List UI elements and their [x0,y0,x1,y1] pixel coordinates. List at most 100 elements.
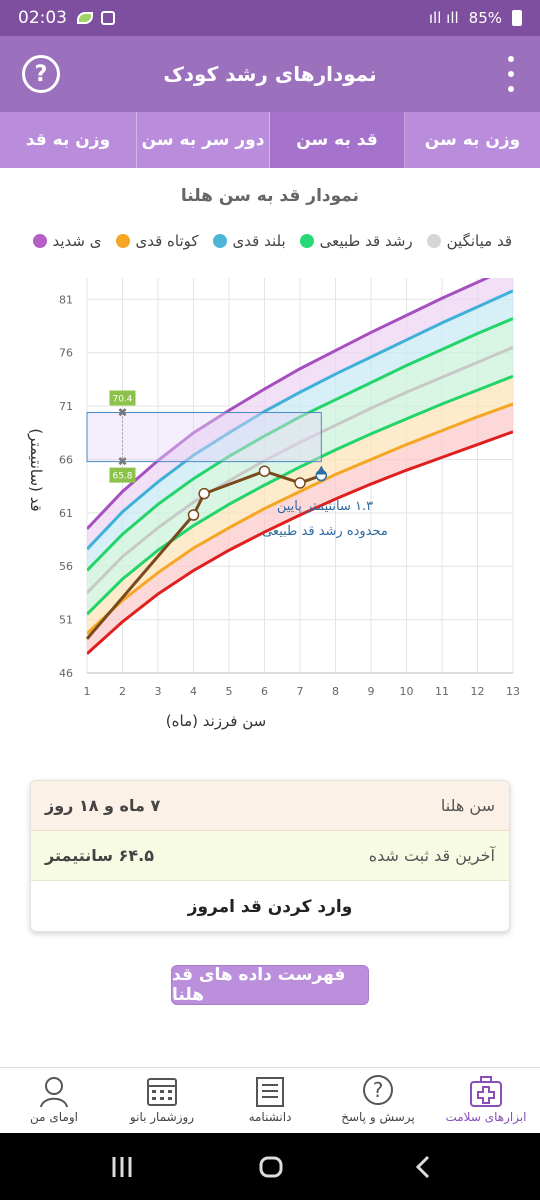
legend-item[interactable]: ی شدید [32,232,102,250]
status-time: 02:03 [18,8,67,28]
range-value-badge [109,390,136,406]
app-bar: ? نمودارهای رشد کودک [0,36,540,112]
svg-text:?: ? [373,1078,384,1102]
percentile-curve [87,402,513,635]
y-tick-label: 81 [59,293,73,306]
legend-item[interactable]: رشد قد طبیعی [299,232,413,250]
image-notification-icon [101,11,115,25]
back-icon[interactable] [412,1153,436,1181]
range-cross-mark: ✖ [117,406,127,420]
encyclopedia-icon [256,1077,284,1107]
tab-weight-for-height[interactable]: وزن به قد [0,112,137,168]
signal-icon: ıll ıll [428,9,459,27]
percentile-curve [87,430,513,655]
x-tick-label: 10 [400,685,414,698]
percentile-band [87,318,513,593]
y-tick-label: 76 [59,347,73,360]
nav-item-my-profile[interactable]: اومای من [0,1068,108,1133]
legend-dot [426,234,441,248]
calendar-icon [147,1078,177,1106]
normal-range-highlight [86,412,322,463]
age-value: ۷ ماه و ۱۸ روز [45,796,161,815]
x-tick-label: 6 [261,685,268,698]
y-tick-label: 66 [59,453,73,466]
x-tick-label: 3 [155,685,162,698]
last-height-value: ۶۴.۵ سانتیمتر [45,846,154,865]
chart-tabs: وزن به قد دور سر به سن قد به سن وزن به س… [0,112,540,168]
annotation-line-2: محدوده رشد قد طبیعی [262,524,388,539]
percentile-band [87,278,513,550]
nav-item-health-tools[interactable]: ابزارهای سلامت [432,1068,540,1133]
x-axis-label: سن فرزند (ماه) [166,712,266,730]
tab-weight-for-age[interactable]: وزن به سن [424,130,521,150]
percentile-curve [87,289,513,551]
x-tick-label: 2 [119,685,126,698]
info-card: سن هلنا ۷ ماه و ۱۸ روز آخرین قد ثبت شده … [30,780,510,932]
legend-label: قد میانگین [446,232,512,250]
chart-title: نمودار قد به سن هلنا [180,186,360,206]
medical-kit-icon [470,1076,502,1107]
range-value-badge [109,467,136,483]
y-tick-label: 51 [59,614,73,627]
tab-head-for-age[interactable]: دور سر به سن [137,112,270,168]
last-height-label: آخرین قد ثبت شده [368,846,495,865]
recent-apps-icon[interactable] [110,1153,134,1181]
legend-item[interactable]: قد میانگین [426,232,512,250]
age-label: سن هلنا [440,796,495,815]
person-icon [40,1077,68,1108]
nav-item-encyclopedia[interactable]: دانشنامه [216,1068,324,1133]
percentile-curve [87,278,491,530]
y-tick-label: 46 [59,667,73,680]
child-height-point [198,487,210,500]
age-row: سن هلنا ۷ ماه و ۱۸ روز [31,781,509,831]
legend-dot [32,234,47,248]
y-tick-label: 56 [59,560,73,573]
legend-item[interactable]: کوتاه قدی [115,232,199,250]
range-value-label: 70.4 [112,395,132,405]
percentile-curve [87,346,513,594]
range-cross-mark: ✖ [117,455,127,469]
current-position-marker [316,465,327,475]
percentile-band [87,347,513,615]
annotation-line-1: ۱.۳ سانتیمتر پایین [277,499,373,514]
legend-dot [115,234,130,248]
more-menu-icon[interactable] [506,56,516,92]
legend-dot [212,234,227,248]
bottom-nav: اومای من روزشمار بانو دانشنامه ? پرسش و … [0,1067,540,1133]
x-tick-label: 4 [190,685,197,698]
battery-icon [512,10,522,26]
system-nav-bar [0,1133,540,1200]
battery-text: 85% [468,9,502,27]
home-icon[interactable] [258,1153,286,1181]
x-tick-label: 11 [435,685,449,698]
legend-item[interactable]: بلند قدی [212,232,286,250]
tab-height-for-age[interactable]: قد به سن [270,112,405,168]
chart-legend: قد میانگین رشد قد طبیعی بلند قدی کوتاه قدی ی… [0,232,540,256]
status-bar: 02:03 ıll ıll 85% [0,0,540,36]
x-tick-label: 7 [297,685,304,698]
enter-today-height-button[interactable]: وارد کردن قد امروز [187,897,353,917]
percentile-band [87,376,513,634]
x-tick-label: 8 [332,685,339,698]
y-tick-label: 71 [59,400,73,413]
legend-label: کوتاه قدی [135,232,199,250]
y-axis-label: قد (سانتیمتر) [27,428,45,511]
percentile-band [87,290,513,571]
range-value-label: 65.8 [112,472,132,482]
child-height-point [294,477,306,489]
x-tick-label: 13 [506,685,520,698]
nav-item-questions[interactable]: ? پرسش و پاسخ [324,1068,432,1133]
x-tick-label: 1 [84,685,91,698]
question-icon: ? [363,1075,393,1105]
x-tick-label: 12 [471,685,485,698]
height-data-list-button[interactable]: فهرست داده های قد هلنا [171,965,369,1005]
nav-item-calendar[interactable]: روزشمار بانو [108,1068,216,1133]
y-tick-label: 61 [59,507,73,520]
legend-label: رشد قد طبیعی [319,232,413,250]
percentile-curve [87,317,513,572]
percentile-band [87,403,513,654]
x-tick-label: 9 [368,685,375,698]
legend-label: ی شدید [52,232,102,250]
help-button[interactable]: ? [22,55,60,93]
